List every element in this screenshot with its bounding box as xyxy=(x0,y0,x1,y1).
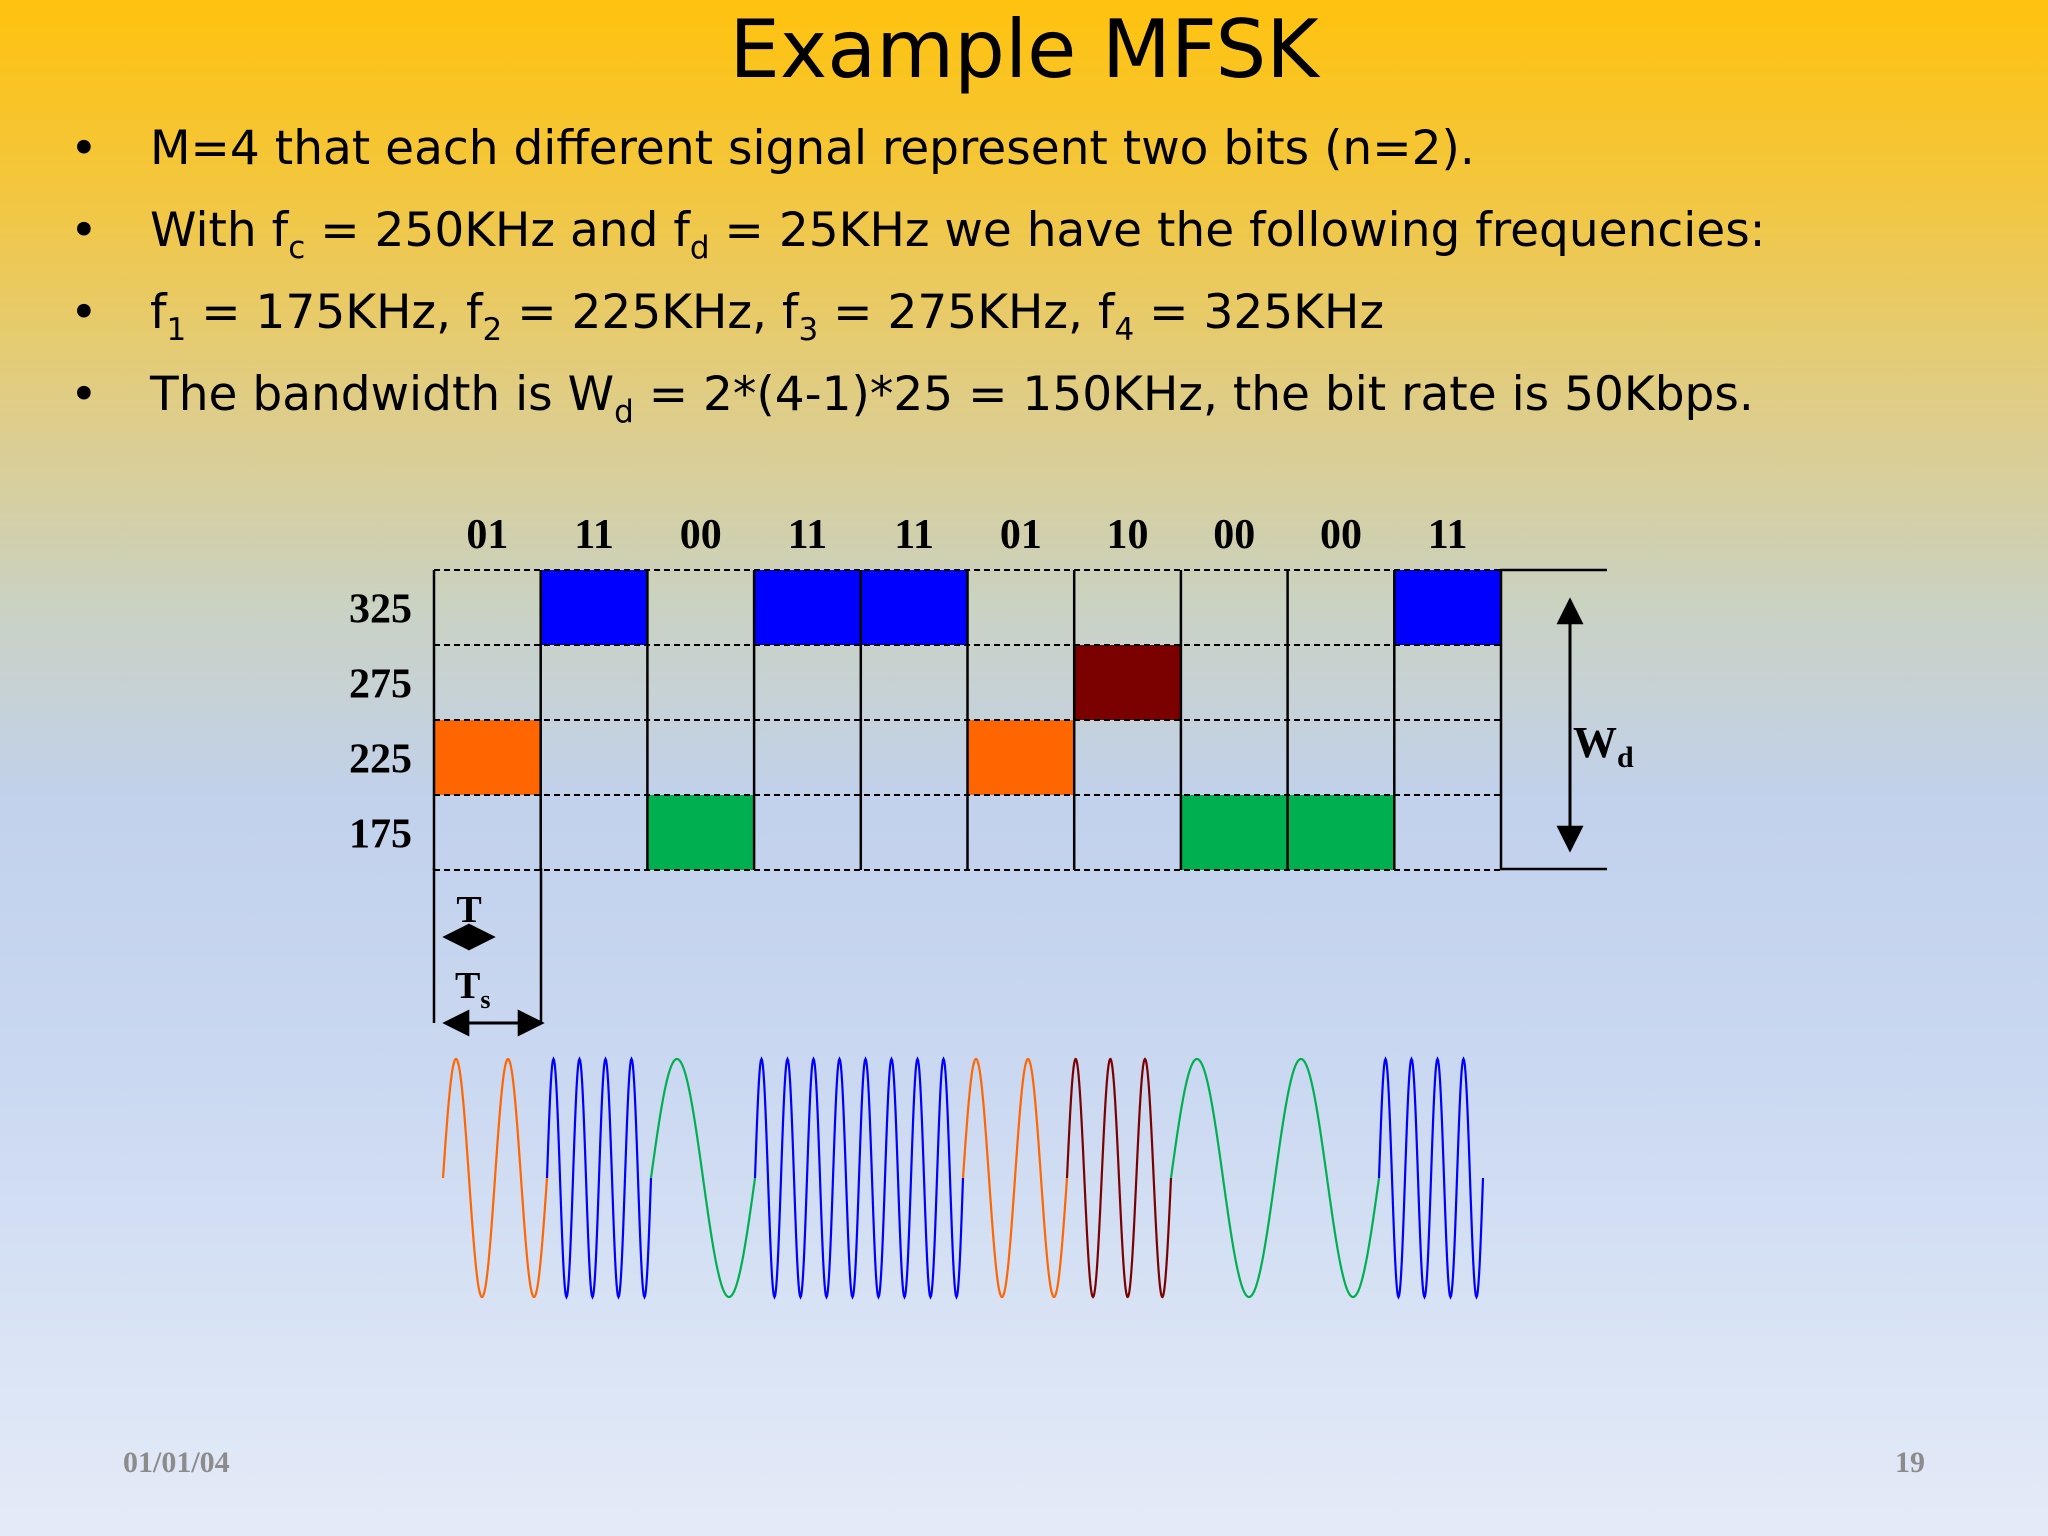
timing-annotations: T Ts Wd xyxy=(432,568,1634,1037)
waveform-segment-11 xyxy=(1377,1056,1485,1300)
bit-pair-label: 00 xyxy=(1213,512,1255,558)
bit-pair-label: 10 xyxy=(1107,512,1149,558)
frequency-label: 175 xyxy=(349,812,412,858)
waveform-segment-11 xyxy=(545,1056,653,1300)
waveform-segment-00 xyxy=(1273,1057,1381,1299)
waveform-segment-11 xyxy=(857,1056,965,1300)
symbol-cells xyxy=(434,570,1501,870)
bullet-dot: • xyxy=(70,285,98,340)
mfsk-waveform xyxy=(441,1056,1485,1300)
bit-pair-label: 11 xyxy=(1428,512,1468,558)
bullet-text: With fc = 250KHz and fd = 25KHz we have … xyxy=(150,203,1766,266)
symbol-cell-00 xyxy=(647,795,755,870)
waveform-segment-01 xyxy=(961,1057,1069,1299)
symbol-cell-01 xyxy=(967,720,1075,795)
bullet-item: • f1 = 175KHz, f2 = 225KHz, f3 = 275KHz,… xyxy=(70,272,2030,354)
bit-pair-label: 11 xyxy=(894,512,934,558)
bullet-item: • M=4 that each different signal represe… xyxy=(70,108,2030,190)
symbol-cell-10 xyxy=(1074,645,1181,720)
waveform-segment-10 xyxy=(1065,1057,1173,1299)
bullet-list: • M=4 that each different signal represe… xyxy=(70,108,2030,436)
symbol-cell-11 xyxy=(754,570,861,645)
bit-time-label: T xyxy=(456,889,481,931)
symbol-cell-11 xyxy=(860,570,968,645)
symbol-cell-11 xyxy=(540,570,648,645)
frequency-label: 275 xyxy=(349,662,412,708)
waveform-segment-01 xyxy=(441,1057,549,1299)
waveform-segment-11 xyxy=(753,1056,861,1300)
bit-pair-label: 11 xyxy=(788,512,828,558)
frequency-label: 225 xyxy=(349,737,412,783)
bullet-dot: • xyxy=(70,121,98,176)
bullet-text: The bandwidth is Wd = 2*(4-1)*25 = 150KH… xyxy=(150,367,1754,430)
symbol-time-label: Ts xyxy=(455,965,490,1014)
footer-date: 01/01/04 xyxy=(123,1446,230,1479)
slide-title: Example MFSK xyxy=(729,3,1319,96)
symbol-cell-11 xyxy=(1394,570,1501,645)
symbol-cell-01 xyxy=(434,720,541,795)
bullet-item: • With fc = 250KHz and fd = 25KHz we hav… xyxy=(70,190,2030,272)
bit-pair-label: 00 xyxy=(1320,512,1362,558)
symbol-cell-00 xyxy=(1180,795,1288,870)
bit-pair-label: 00 xyxy=(680,512,722,558)
bullet-text: f1 = 175KHz, f2 = 225KHz, f3 = 275KHz, f… xyxy=(150,285,1384,348)
bullet-dot: • xyxy=(70,203,98,258)
bullet-text: M=4 that each different signal represent… xyxy=(150,121,1475,176)
bit-pair-label: 11 xyxy=(574,512,614,558)
waveform-segment-00 xyxy=(649,1057,757,1299)
grid-labels: 01 11 00 11 11 01 10 00 00 11 325 275 225 175 xyxy=(349,512,1467,858)
waveform-segment-00 xyxy=(1169,1057,1277,1299)
time-frequency-grid xyxy=(432,569,1503,871)
bit-pair-label: 01 xyxy=(466,512,508,558)
bandwidth-label: Wd xyxy=(1573,718,1634,774)
symbol-cell-00 xyxy=(1287,795,1395,870)
bullet-dot: • xyxy=(70,367,98,422)
page-number: 19 xyxy=(1895,1446,1925,1479)
frequency-label: 325 xyxy=(349,587,412,633)
bit-pair-label: 01 xyxy=(1000,512,1042,558)
bullet-item: • The bandwidth is Wd = 2*(4-1)*25 = 150… xyxy=(70,354,2030,436)
